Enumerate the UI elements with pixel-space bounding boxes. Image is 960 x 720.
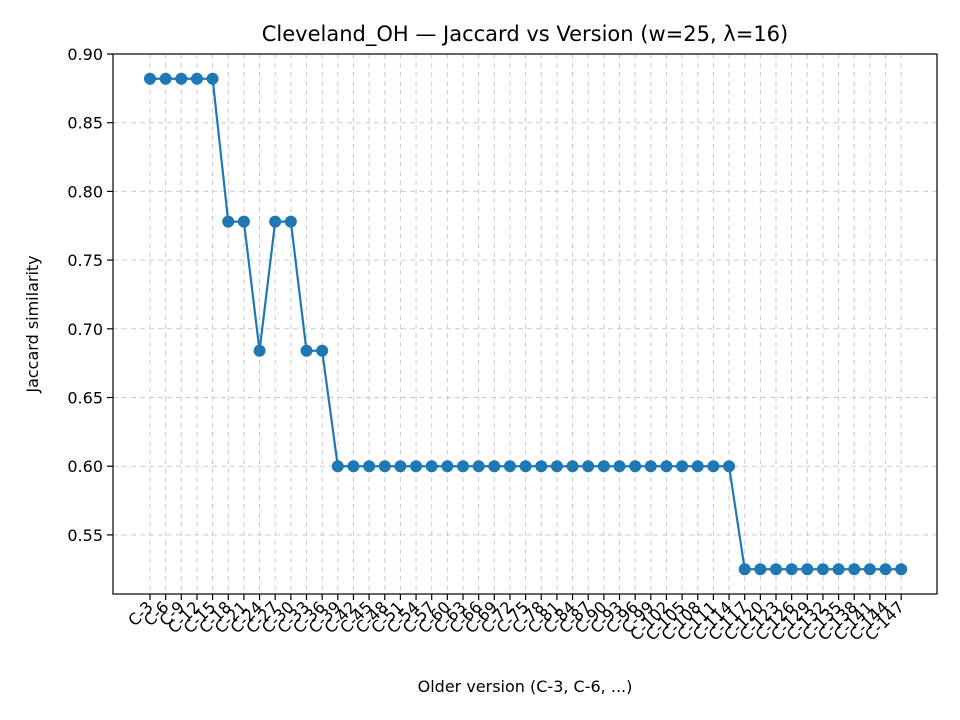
y-tick-label: 0.55 [67,526,103,545]
data-point [770,563,782,576]
data-point [425,460,438,473]
data-point [300,344,313,357]
data-point [832,563,845,576]
data-point [691,460,704,473]
data-point [895,563,908,576]
data-point [848,563,861,576]
data-point [222,215,235,228]
data-point [488,460,501,473]
data-point [879,563,892,576]
y-axis-ticks: 0.55 0.60 0.65 0.70 0.75 0.80 0.85 0.90 [67,45,113,545]
data-point [566,460,579,473]
y-tick-label: 0.65 [67,389,103,408]
data-point [535,460,548,473]
data-point [331,460,344,473]
data-points [144,72,908,576]
data-point [629,460,642,473]
data-point [175,72,188,85]
data-point [410,460,423,473]
data-point [159,72,172,85]
y-tick-label: 0.85 [67,114,103,133]
x-axis-label: Older version (C-3, C-6, ...) [418,677,633,696]
y-tick-label: 0.80 [67,182,103,201]
data-point [284,215,297,228]
data-point [347,460,360,473]
data-point [754,563,767,576]
data-point [550,460,563,473]
data-point [707,460,720,473]
data-point [816,563,829,576]
data-point [801,563,814,576]
data-point [363,460,376,473]
y-tick-label: 0.70 [67,320,103,339]
data-point [613,460,626,473]
data-point [206,72,219,85]
data-point [316,344,329,357]
y-axis-label: Jaccard similarity [23,255,42,393]
data-point [378,460,391,473]
data-point [503,460,516,473]
data-point [597,460,610,473]
data-point [519,460,532,473]
y-tick-label: 0.60 [67,457,103,476]
data-point [441,460,454,473]
data-point [644,460,657,473]
data-point [472,460,485,473]
data-point [237,215,250,228]
x-axis-ticks: C-3C-6C-9C-12C-15C-18C-21C-24C-27C-30C-3… [124,594,908,644]
grid-lines [113,53,937,594]
y-tick-label: 0.90 [67,45,103,64]
data-point [738,563,751,576]
data-point [582,460,595,473]
data-point [457,460,469,473]
chart-title: Cleveland_OH — Jaccard vs Version (w=25,… [262,22,789,47]
data-point [394,460,407,473]
data-point [144,72,156,85]
data-point [253,344,266,357]
data-point [269,215,282,228]
data-point [190,72,203,85]
y-tick-label: 0.75 [67,251,103,270]
data-point [723,460,736,473]
plot-frame [112,53,938,595]
data-point [676,460,689,473]
data-point [785,563,798,576]
data-point [863,563,876,576]
data-point [660,460,673,473]
